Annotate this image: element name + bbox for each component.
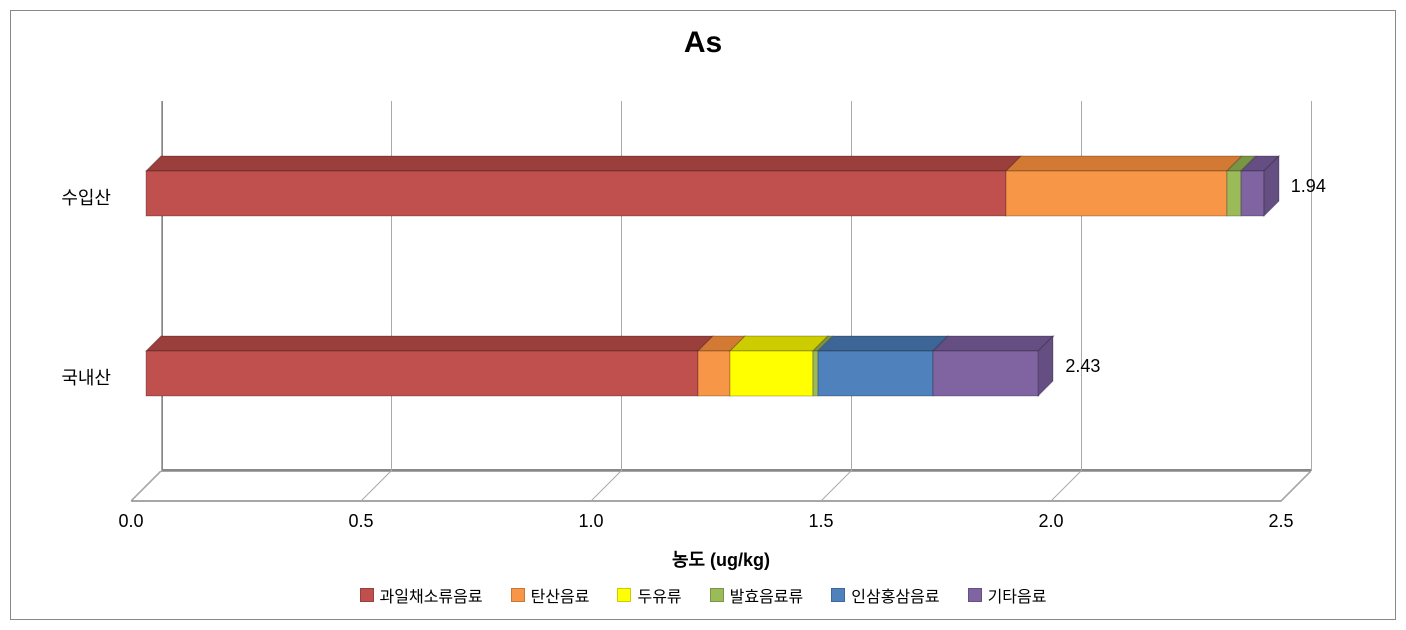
x-tick-label: 0.5 bbox=[341, 511, 381, 532]
legend-label: 발효음료류 bbox=[730, 589, 804, 606]
legend-item: 기타음료 bbox=[968, 583, 1047, 607]
legend-item: 인삼홍삼음료 bbox=[831, 583, 939, 607]
chart-title: As bbox=[11, 26, 1395, 60]
x-axis-title: 농도 (ug/kg) bbox=[131, 546, 1311, 572]
legend-label: 인삼홍삼음료 bbox=[851, 589, 939, 606]
floor-svg bbox=[131, 471, 1311, 503]
gridline-floor-diag bbox=[1281, 471, 1321, 511]
bar-total-label: 2.43 bbox=[1065, 356, 1100, 377]
gridline-floor-diag bbox=[361, 471, 401, 511]
bar-endcap bbox=[1038, 336, 1055, 398]
legend-item: 발효음료류 bbox=[710, 583, 804, 607]
bar-endcap bbox=[1264, 156, 1281, 218]
gridline-floor-diag bbox=[131, 471, 171, 511]
legend-item: 과일채소류음료 bbox=[360, 583, 483, 607]
gridline-floor-diag bbox=[1051, 471, 1091, 511]
legend-label: 탄산음료 bbox=[531, 589, 590, 606]
bar-segment bbox=[933, 336, 1056, 398]
legend-swatch bbox=[968, 588, 982, 602]
x-tick-label: 1.0 bbox=[571, 511, 611, 532]
bar-segment bbox=[146, 336, 715, 398]
legend-swatch bbox=[360, 588, 374, 602]
x-tick-label: 0.0 bbox=[111, 511, 151, 532]
y-category-label: 수입산 bbox=[31, 184, 111, 210]
x-tick-label: 2.5 bbox=[1261, 511, 1301, 532]
chart-frame: As 농도 (ug/kg) 0.00.51.01.52.02.5국내산2.43수… bbox=[10, 10, 1396, 620]
legend-swatch bbox=[511, 588, 525, 602]
gridline-floor-diag bbox=[821, 471, 861, 511]
x-tick-label: 1.5 bbox=[801, 511, 841, 532]
plot-area: 농도 (ug/kg) 0.00.51.01.52.02.5국내산2.43수입산1… bbox=[131, 101, 1311, 501]
legend: 과일채소류음료 탄산음료 두유류 발효음료류 인삼홍삼음료 기타음료 bbox=[11, 583, 1395, 607]
bar-segment bbox=[146, 156, 1023, 218]
legend-label: 과일채소류음료 bbox=[380, 589, 483, 606]
legend-swatch bbox=[831, 588, 845, 602]
legend-swatch bbox=[710, 588, 724, 602]
chart-floor bbox=[131, 471, 1311, 501]
gridline-floor-diag bbox=[591, 471, 631, 511]
legend-label: 두유류 bbox=[637, 589, 681, 606]
bar-segment bbox=[1006, 156, 1244, 218]
y-category-label: 국내산 bbox=[31, 364, 111, 390]
bar-segment bbox=[818, 336, 950, 398]
legend-label: 기타음료 bbox=[988, 589, 1047, 606]
legend-item: 탄산음료 bbox=[511, 583, 590, 607]
bar-total-label: 1.94 bbox=[1291, 176, 1326, 197]
gridline bbox=[1311, 101, 1312, 471]
legend-item: 두유류 bbox=[617, 583, 681, 607]
x-tick-label: 2.0 bbox=[1031, 511, 1071, 532]
legend-swatch bbox=[617, 588, 631, 602]
